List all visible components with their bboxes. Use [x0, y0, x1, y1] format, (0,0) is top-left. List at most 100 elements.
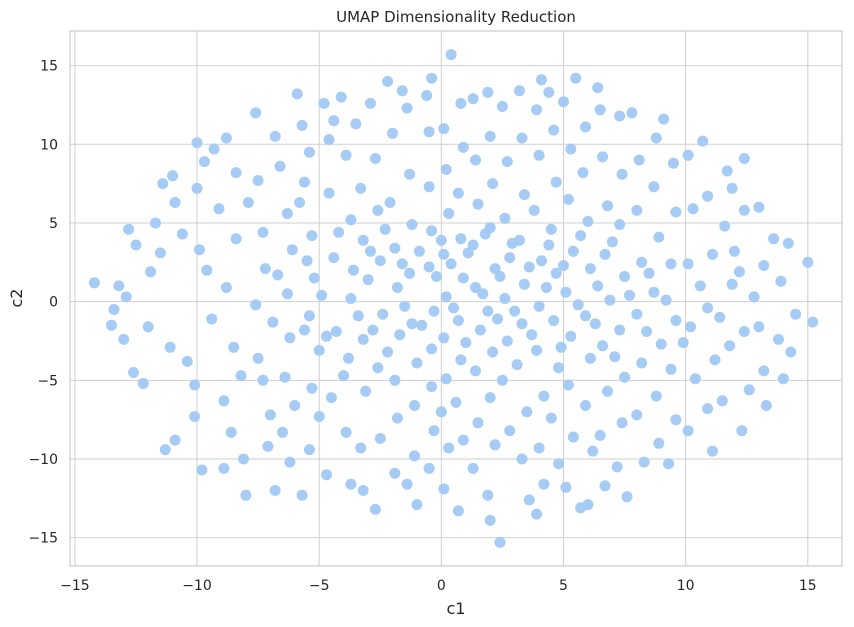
data-point [533, 149, 545, 161]
data-point [496, 101, 508, 112]
data-point [345, 478, 357, 490]
data-point [702, 190, 714, 202]
data-point [396, 258, 408, 270]
data-point [423, 126, 435, 138]
data-point [807, 316, 819, 328]
data-point [169, 197, 181, 208]
data-point [313, 344, 325, 356]
x-tick-labels: −15 −10 −5 0 5 10 15 [60, 578, 817, 594]
data-point [194, 244, 205, 256]
data-point [333, 226, 345, 238]
data-point [438, 248, 450, 260]
data-point [589, 318, 601, 330]
data-point [281, 208, 293, 219]
data-point [663, 458, 674, 470]
data-point [575, 230, 587, 242]
data-point [597, 340, 609, 352]
data-point [218, 395, 230, 407]
data-point [277, 426, 288, 438]
data-point [281, 288, 293, 300]
data-point [213, 203, 225, 215]
data-point [694, 280, 706, 292]
data-point [440, 373, 452, 385]
data-point [313, 411, 325, 422]
data-point [729, 245, 740, 257]
x-tick-label: 5 [559, 578, 568, 594]
data-point [404, 267, 416, 279]
data-point [565, 330, 577, 342]
data-point [303, 146, 315, 158]
data-point [726, 182, 738, 194]
data-point [159, 444, 171, 456]
data-point [455, 354, 467, 366]
data-point [697, 135, 709, 147]
data-point [614, 219, 626, 230]
data-point [474, 324, 486, 336]
data-point [443, 442, 455, 454]
data-point [457, 434, 469, 446]
data-point [445, 49, 457, 61]
data-point [553, 458, 565, 470]
data-point [299, 176, 310, 188]
data-point [296, 489, 308, 501]
data-point [289, 400, 301, 411]
data-point [682, 149, 694, 161]
data-point [614, 324, 626, 336]
data-point [523, 494, 535, 506]
data-point [470, 154, 481, 166]
data-point [130, 239, 142, 251]
data-point [264, 409, 276, 421]
data-point [294, 197, 306, 208]
chart-title: UMAP Dimensionality Reduction [336, 8, 576, 26]
data-point [582, 215, 594, 227]
data-point [374, 433, 386, 444]
data-point [516, 318, 528, 330]
data-point [384, 197, 396, 208]
data-point [511, 359, 523, 371]
data-point [736, 425, 748, 437]
data-point [523, 261, 535, 273]
data-point [504, 425, 516, 437]
data-point [514, 85, 525, 97]
data-point [670, 414, 682, 426]
data-point [594, 429, 606, 441]
data-point [572, 299, 584, 311]
data-point [382, 346, 394, 358]
data-point [489, 439, 501, 451]
data-point [242, 197, 254, 208]
data-point [164, 341, 176, 353]
data-point [379, 223, 391, 235]
y-tick-label: −10 [28, 452, 58, 468]
data-point [619, 271, 631, 282]
data-point [411, 357, 423, 369]
data-point [648, 181, 660, 193]
data-point [604, 294, 616, 306]
data-point [360, 385, 372, 397]
data-point [306, 230, 318, 242]
data-point [123, 223, 135, 235]
data-point [592, 82, 604, 94]
data-point [252, 175, 264, 186]
data-point [760, 400, 772, 411]
data-point [653, 437, 665, 449]
data-point [567, 245, 579, 257]
x-tick-label: 10 [677, 578, 695, 594]
data-point [252, 352, 264, 364]
data-point [685, 321, 696, 333]
data-point [321, 469, 332, 481]
data-point [435, 406, 447, 418]
scatter-points [88, 49, 819, 548]
data-point [457, 272, 469, 284]
data-point [328, 115, 340, 127]
data-point [389, 242, 401, 254]
data-point [208, 143, 220, 155]
y-tick-label: 10 [40, 137, 58, 153]
data-point [548, 124, 560, 136]
data-point [352, 310, 364, 322]
data-point [340, 426, 352, 438]
data-point [570, 72, 582, 84]
data-point [406, 318, 418, 330]
data-point [758, 365, 770, 377]
data-point [88, 277, 100, 289]
data-point [658, 113, 670, 125]
